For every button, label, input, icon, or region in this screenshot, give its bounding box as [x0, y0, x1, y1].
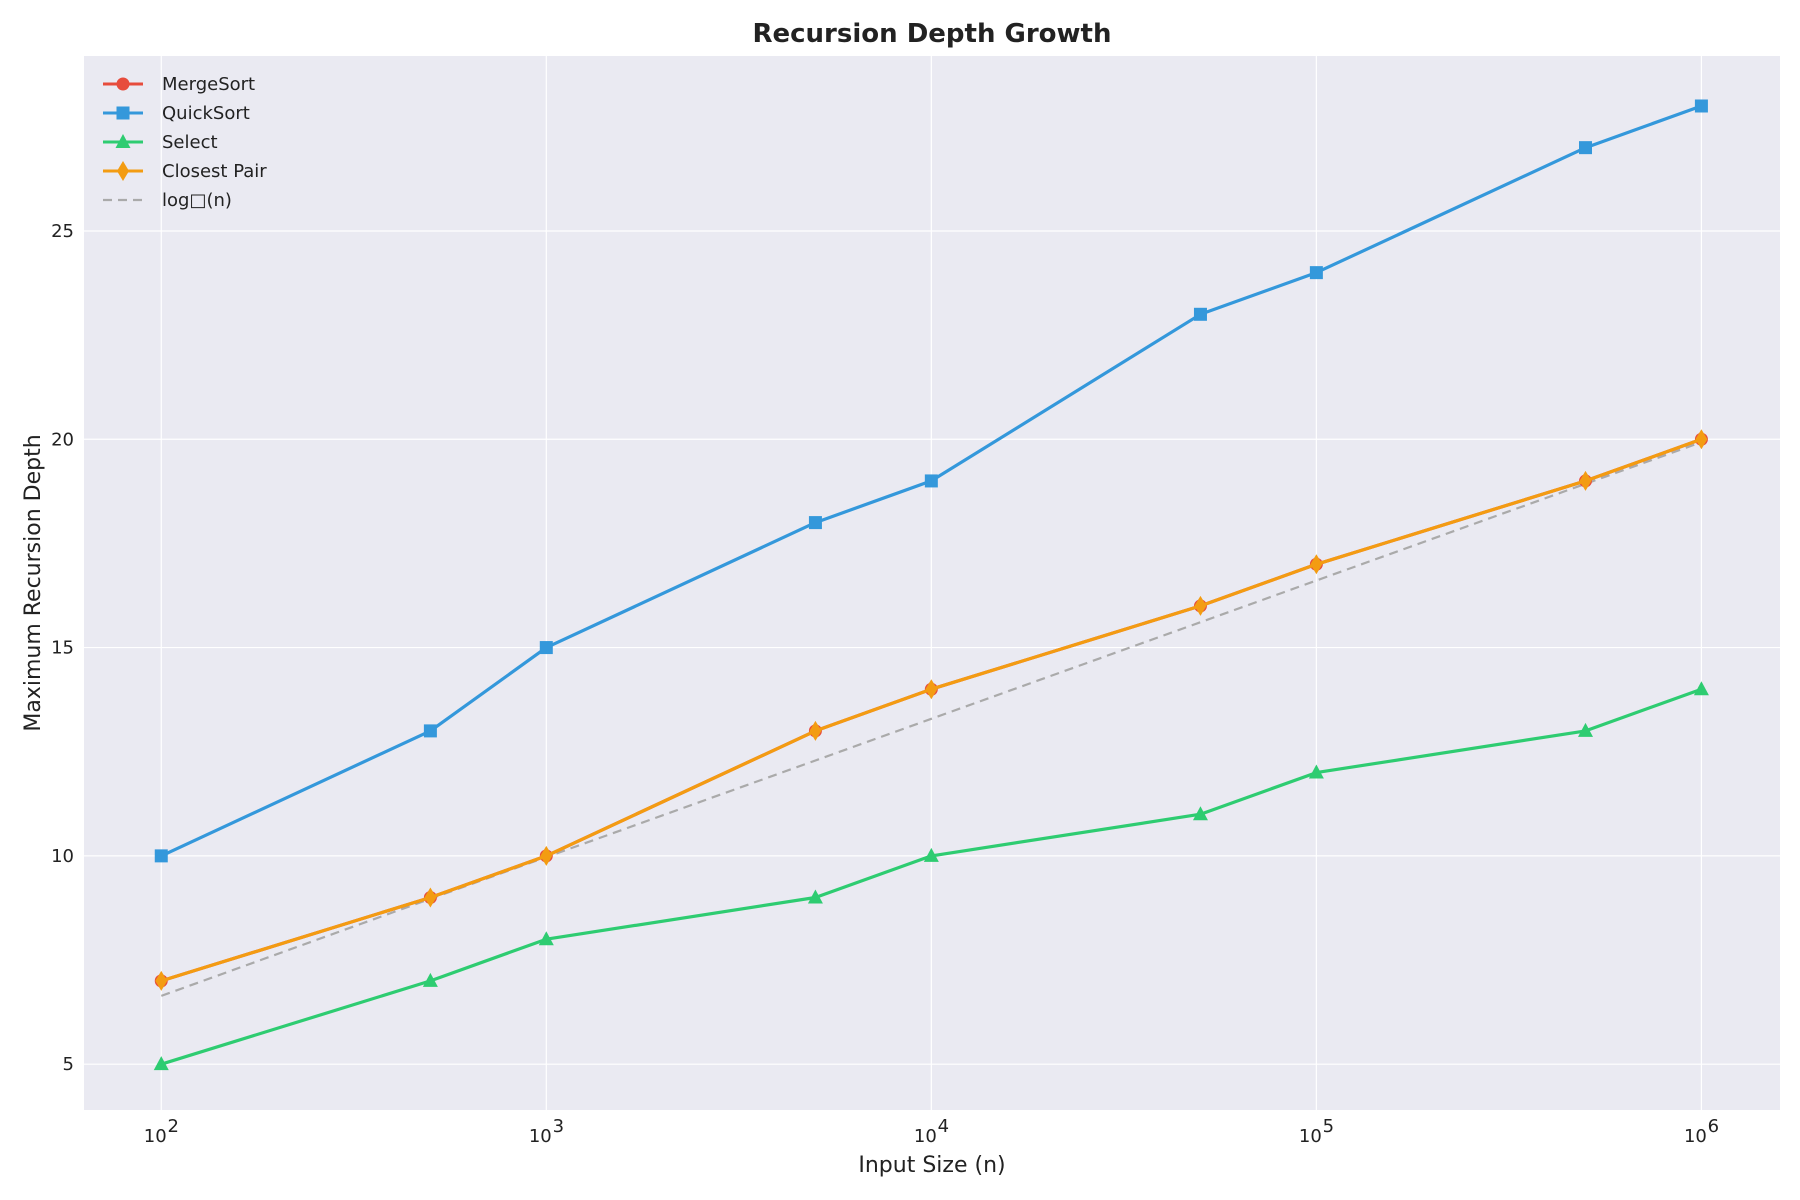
series-point	[538, 931, 554, 946]
series-point	[423, 724, 437, 738]
series-select	[153, 681, 1709, 1071]
series-point	[808, 516, 822, 530]
legend-label: Select	[162, 132, 218, 153]
series-point	[539, 641, 553, 655]
series-point	[923, 847, 939, 862]
series-point	[925, 679, 938, 700]
y-tick-label: 20	[51, 429, 74, 450]
series-point	[117, 161, 129, 181]
series-point	[153, 1056, 169, 1071]
series-point	[422, 972, 438, 987]
legend-item: QuickSort	[103, 103, 250, 124]
x-tick-exponent: 6	[1708, 1116, 1719, 1137]
x-tick-label: 10	[914, 1126, 937, 1147]
y-tick-label: 5	[63, 1054, 74, 1075]
series-point	[1310, 554, 1323, 575]
series-point	[1309, 266, 1323, 280]
legend: MergeSort QuickSort Select Closest Pair log□…	[103, 74, 267, 211]
x-tick-label: 10	[1684, 1126, 1707, 1147]
legend-label: MergeSort	[162, 74, 255, 95]
x-tick-exponent: 2	[168, 1116, 179, 1137]
series-point	[155, 970, 168, 991]
series-point	[1193, 307, 1207, 321]
legend-item: Closest Pair	[103, 161, 267, 182]
legend-label: log□(n)	[162, 190, 232, 211]
series-line	[160, 441, 1702, 997]
legend-label: QuickSort	[162, 103, 250, 124]
legend-item: log□(n)	[103, 190, 232, 211]
series-point	[1695, 429, 1708, 450]
series-point	[540, 845, 553, 866]
series-point	[1579, 470, 1592, 491]
series-layer	[153, 99, 1709, 1071]
series-point	[807, 889, 823, 904]
y-tick-label: 15	[51, 638, 74, 659]
series-point	[154, 849, 168, 863]
legend-item: MergeSort	[103, 74, 255, 95]
series-point	[1192, 806, 1208, 821]
x-axis-label: Input Size (n)	[858, 1153, 1005, 1178]
x-tick-exponent: 5	[1323, 1116, 1334, 1137]
series-point	[1693, 681, 1709, 696]
series-point	[115, 134, 131, 148]
series-log-n	[160, 441, 1702, 997]
series-point	[1578, 141, 1592, 155]
y-axis-label: Maximum Recursion Depth	[21, 434, 46, 731]
x-axis-ticks: 10 2 10 3 10 4 10 5 10 6	[144, 1116, 1719, 1147]
x-tick-exponent: 3	[553, 1116, 564, 1137]
series-point	[1194, 595, 1207, 616]
series-point	[116, 77, 130, 91]
series-point	[924, 474, 938, 488]
series-point	[1577, 722, 1593, 737]
series-point	[116, 106, 130, 120]
chart-title: Recursion Depth Growth	[752, 19, 1111, 49]
series-point	[1308, 764, 1324, 779]
x-tick-label: 10	[1299, 1126, 1322, 1147]
series-quicksort	[154, 99, 1708, 863]
y-tick-label: 10	[51, 846, 74, 867]
series-point	[424, 887, 437, 908]
legend-label: Closest Pair	[162, 161, 267, 182]
x-tick-label: 10	[529, 1126, 552, 1147]
y-axis-ticks: 5 10 15 20 25	[51, 221, 74, 1075]
plot-area	[84, 56, 1780, 1110]
series-point	[1694, 99, 1708, 113]
y-tick-label: 25	[51, 221, 74, 242]
series-closest-pair	[155, 429, 1708, 991]
series-point	[809, 720, 822, 741]
x-tick-label: 10	[144, 1126, 167, 1147]
x-tick-exponent: 4	[938, 1116, 949, 1137]
legend-item: Select	[103, 132, 218, 153]
